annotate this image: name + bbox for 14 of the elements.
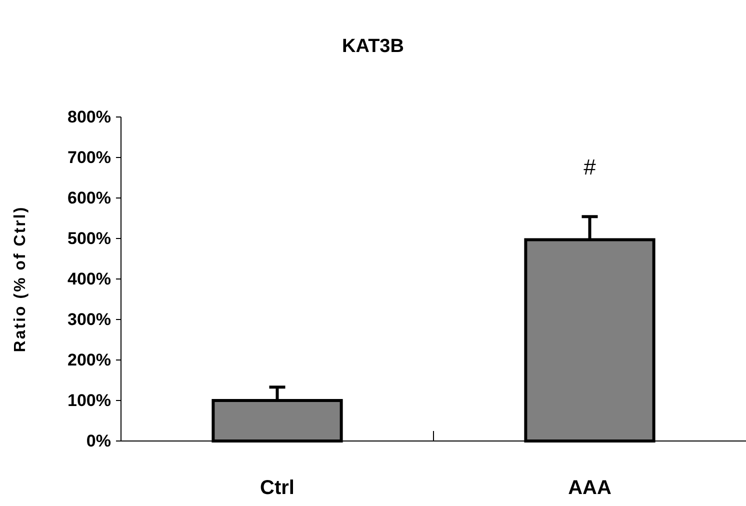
chart-title: KAT3B (342, 36, 404, 57)
y-tick-label: 500% (68, 228, 111, 248)
y-tick-label: 700% (68, 148, 111, 167)
y-axis-title: Ratio (% of Ctrl) (12, 206, 29, 352)
annotation: # (584, 154, 597, 180)
y-tick-label: 800% (68, 107, 111, 126)
y-tick-label: 0% (86, 431, 111, 450)
x-tick-label: Ctrl (260, 477, 294, 499)
y-tick-label: 100% (68, 390, 111, 410)
y-tick-label: 600% (68, 188, 111, 208)
x-tick-label: AAA (568, 477, 612, 499)
y-tick-label: 200% (68, 350, 111, 370)
y-tick-label: 300% (68, 310, 111, 329)
y-tick-label: 400% (68, 269, 111, 288)
